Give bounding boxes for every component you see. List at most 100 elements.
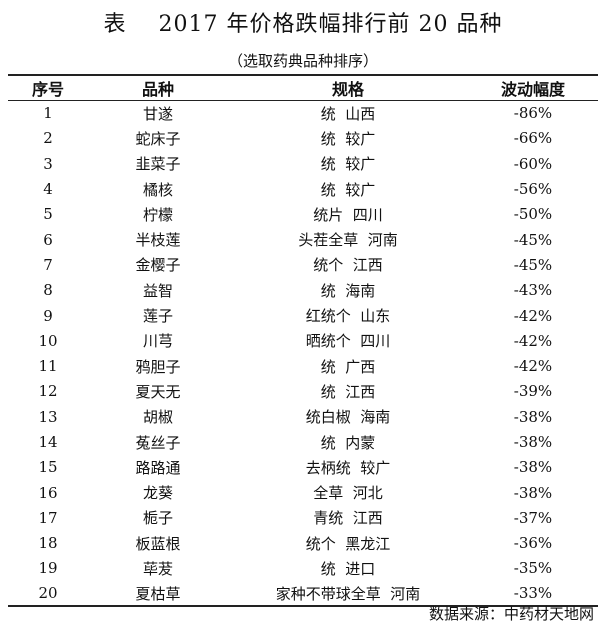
page-subtitle: （选取药典品种排序）: [227, 52, 378, 70]
row-change: -66%: [513, 129, 553, 148]
row-name: 川芎: [142, 332, 173, 351]
row-change: -38%: [513, 407, 553, 426]
table-row: 20 夏枯草 家种不带球全草 河南 -33%: [8, 581, 598, 608]
row-change: -56%: [513, 180, 553, 199]
table-row: 10 川芎 晒统个 四川 -42%: [8, 328, 598, 353]
table-row: 9 莲子 红统个 山东 -42%: [8, 303, 598, 328]
row-number: 11: [38, 357, 58, 376]
row-spec: 统 较广: [320, 180, 376, 199]
row-name: 柠檬: [142, 205, 173, 224]
table-row: 15 路路通 去柄统 较广 -38%: [8, 455, 598, 480]
row-spec: 统白椒 海南: [305, 408, 391, 427]
table-row: 1 甘遂 统 山西 -86%: [8, 101, 598, 126]
table-row: 6 半枝莲 头茬全草 河南 -45%: [8, 227, 598, 252]
row-spec: 统片 四川: [313, 205, 383, 224]
row-change: -60%: [513, 154, 553, 173]
row-spec: 青统 江西: [313, 509, 383, 528]
table-row: 17 栀子 青统 江西 -37%: [8, 505, 598, 530]
table-row: 11 鸦胆子 统 广西 -42%: [8, 353, 598, 378]
row-change: -45%: [513, 230, 553, 249]
row-number: 5: [43, 205, 53, 224]
row-change: -86%: [513, 104, 553, 123]
row-spec: 统 海南: [320, 281, 376, 300]
row-change: -38%: [513, 483, 553, 502]
row-number: 2: [43, 129, 53, 148]
row-name: 橘核: [142, 180, 173, 199]
row-spec: 统个 江西: [313, 256, 383, 275]
header-spec: 规格: [228, 74, 468, 101]
row-name: 夏天无: [135, 382, 181, 401]
row-name: 栀子: [142, 509, 173, 528]
table-row: 2 蛇床子 统 较广 -66%: [8, 126, 598, 151]
row-number: 12: [38, 382, 58, 401]
row-name: 菟丝子: [135, 433, 181, 452]
row-change: -45%: [513, 255, 553, 274]
row-spec: 全草 河北: [313, 484, 383, 503]
row-spec: 统 较广: [320, 155, 376, 174]
table-header-row: 序号 品种 规格 波动幅度: [8, 74, 598, 101]
row-change: -35%: [513, 559, 553, 578]
row-spec: 晒统个 四川: [305, 332, 391, 351]
row-change: -38%: [513, 433, 553, 451]
row-change: -50%: [513, 205, 553, 224]
row-change: -43%: [513, 281, 553, 300]
row-change: -42%: [513, 357, 553, 376]
table-row: 7 金樱子 统个 江西 -45%: [8, 252, 598, 277]
row-name: 夏枯草: [88, 581, 228, 608]
table-row: 3 韭菜子 统 较广 -60%: [8, 151, 598, 176]
row-number: 19: [38, 559, 58, 578]
header-name: 品种: [88, 74, 228, 101]
row-number: 10: [38, 331, 58, 350]
row-name: 荜茇: [142, 559, 173, 578]
row-name: 龙葵: [142, 484, 173, 503]
row-number: 16: [38, 483, 58, 502]
row-change: -37%: [513, 508, 553, 527]
table-body: 1 甘遂统 山西 -86% 2 蛇床子统 较广 -66% 3 韭菜子统 较广 -60% 4 橘核统 …: [8, 101, 598, 608]
table-row: 5 柠檬 统片 四川 -50%: [8, 202, 598, 227]
data-source-note: 数据来源：中药材天地网: [428, 605, 594, 623]
row-spec: 统 广西: [320, 357, 376, 376]
row-change: -39%: [513, 382, 553, 401]
header-change: 波动幅度: [468, 74, 598, 101]
table-row: 13 胡椒 统白椒 海南 -38%: [8, 404, 598, 429]
row-number: 17: [38, 508, 58, 527]
row-name: 路路通: [135, 458, 181, 477]
row-change: -42%: [513, 331, 553, 350]
row-number: 4: [43, 180, 53, 199]
page-title: 表 2017 年价格跌幅排行前 20 品种: [103, 12, 503, 37]
row-number: 18: [38, 534, 58, 553]
row-spec: 去柄统 较广: [305, 458, 391, 477]
row-name: 胡椒: [142, 408, 173, 427]
row-number: 9: [43, 306, 53, 325]
row-number: 7: [43, 255, 53, 274]
table-row: 18 板蓝根 统个 黑龙江 -36%: [8, 531, 598, 556]
row-number: 8: [43, 281, 53, 300]
row-name: 蛇床子: [135, 129, 181, 148]
row-spec: 家种不带球全草 河南: [228, 581, 468, 608]
table-row: 4 橘核 统 较广 -56%: [8, 176, 598, 201]
row-change: -38%: [513, 458, 553, 477]
row-change: -36%: [513, 534, 553, 553]
row-number: 1: [43, 104, 53, 123]
table-row: 12 夏天无 统 江西 -39%: [8, 379, 598, 404]
price-decline-table: 序号 品种 规格 波动幅度 1 甘遂统 山西 -86% 2 蛇床子统 较广 -66% 3 韭菜…: [8, 74, 598, 608]
row-name: 益智: [142, 281, 173, 300]
row-change: -33%: [468, 581, 598, 608]
row-spec: 统 内蒙: [320, 433, 376, 452]
header-no: 序号: [8, 74, 88, 101]
row-number: 15: [38, 458, 58, 477]
row-spec: 统 较广: [320, 129, 376, 148]
table-row: 19 荜茇 统 进口 -35%: [8, 556, 598, 581]
row-spec: 统 山西: [320, 104, 376, 123]
row-spec: 统 进口: [320, 559, 376, 578]
row-spec: 红统个 山东: [305, 307, 391, 326]
row-spec: 统个 黑龙江: [305, 534, 391, 553]
row-spec: 头茬全草 河南: [298, 231, 398, 250]
row-name: 韭菜子: [135, 155, 181, 174]
row-number: 6: [43, 230, 53, 249]
row-name: 甘遂: [142, 104, 173, 123]
table-row: 8 益智 统 海南 -43%: [8, 278, 598, 303]
row-number: 13: [38, 407, 58, 426]
table-row: 14 菟丝子 统 内蒙 -38%: [8, 429, 598, 454]
